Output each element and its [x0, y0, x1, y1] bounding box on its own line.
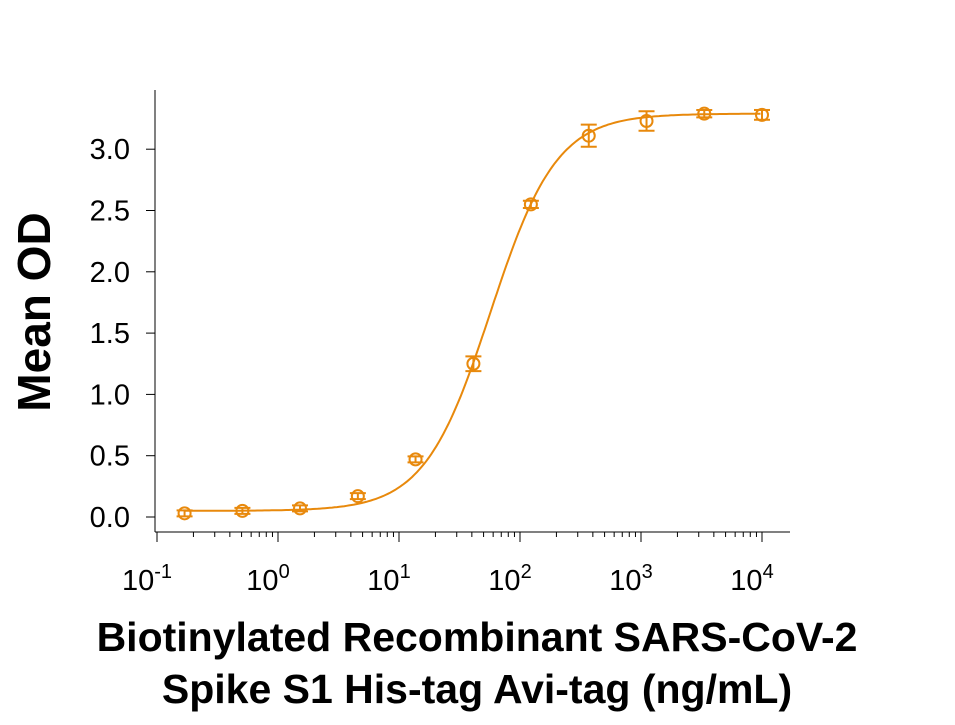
- x-tick-label: 100: [246, 561, 289, 597]
- data-point: [293, 501, 308, 516]
- y-tick-label: 1.0: [90, 379, 130, 411]
- y-tick-label: 2.5: [90, 196, 130, 228]
- x-tick-label: 101: [367, 561, 410, 597]
- y-tick-label: 0.5: [90, 441, 130, 473]
- axes: 0.0 0.5 1.0 1.5 2.0 2.5 3.0 10-1 100 101 102 103 104: [90, 90, 790, 597]
- data-point: [523, 197, 538, 212]
- data-point: [581, 128, 596, 143]
- y-tick-label: 1.5: [90, 318, 130, 350]
- y-tick-label: 3.0: [90, 134, 130, 166]
- data-point: [235, 503, 250, 518]
- x-axis-label-line-2: Spike S1 His-tag Avi-tag (ng/mL): [162, 666, 792, 712]
- data-marks: [176, 106, 770, 521]
- data-point: [408, 452, 423, 467]
- data-point: [755, 107, 769, 122]
- fit-curve: [184, 112, 761, 512]
- y-tick-label: 2.0: [90, 257, 130, 289]
- x-tick-label: 103: [609, 561, 652, 597]
- y-tick-label: 0.0: [90, 502, 130, 534]
- data-point: [697, 106, 712, 121]
- x-tick-label: 10-1: [122, 561, 172, 597]
- x-axis-label-line-1: Biotinylated Recombinant SARS-CoV-2: [97, 614, 858, 660]
- y-axis-label: Mean OD: [8, 212, 60, 411]
- data-point: [466, 356, 481, 371]
- data-point: [639, 114, 654, 129]
- x-tick-label: 104: [730, 561, 773, 597]
- x-tick-label: 102: [488, 561, 531, 597]
- data-point: [350, 489, 365, 504]
- data-point: [177, 506, 192, 521]
